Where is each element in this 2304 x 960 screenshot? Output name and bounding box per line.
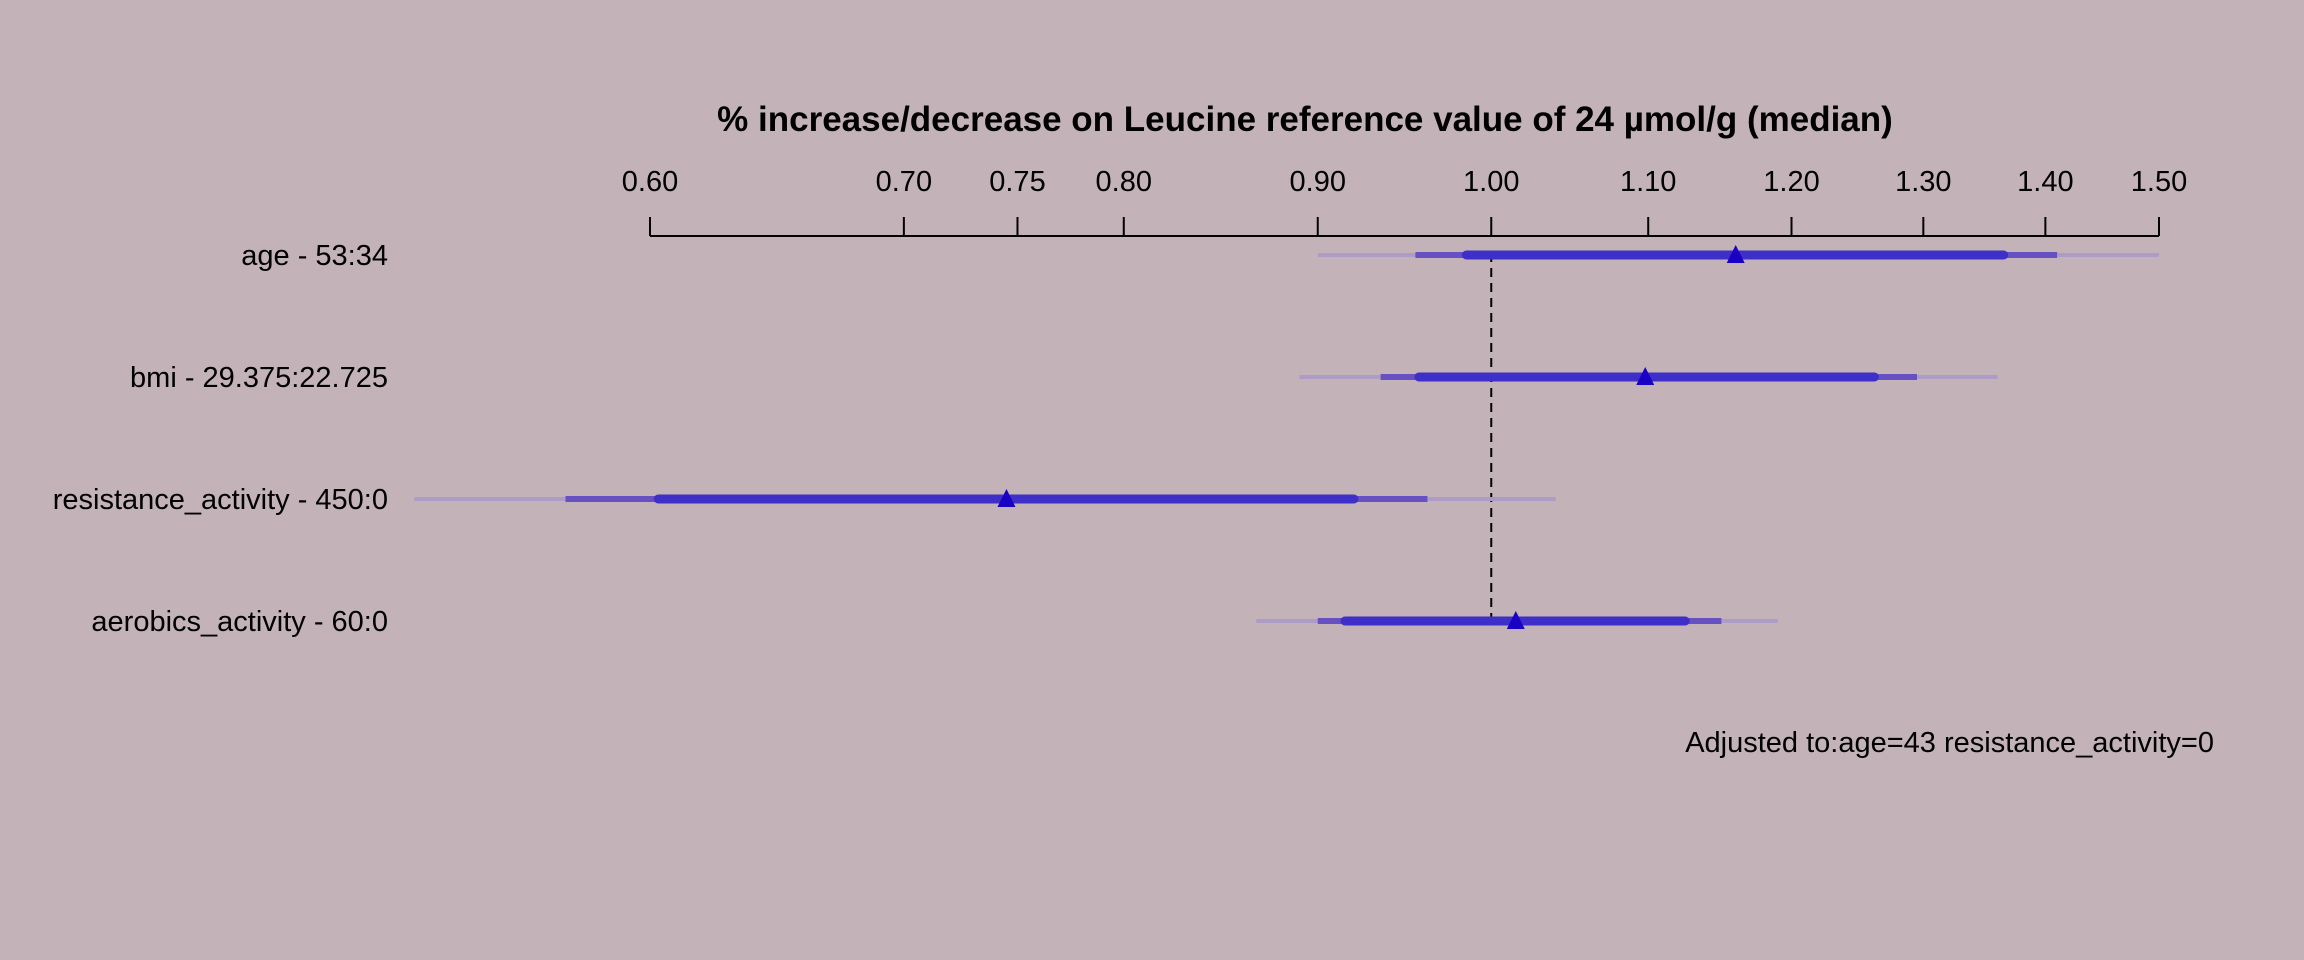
row-label: bmi - 29.375:22.725: [130, 362, 388, 394]
estimate-marker: [1636, 367, 1655, 385]
row: bmi - 29.375:22.725: [130, 362, 1998, 394]
x-tick-label: 1.50: [2131, 166, 2187, 198]
row: age - 53:34: [241, 240, 2159, 272]
x-tick-label: 1.00: [1463, 166, 1519, 198]
x-tick-label: 1.40: [2017, 166, 2073, 198]
x-tick-label: 1.20: [1763, 166, 1819, 198]
x-tick-label: 0.90: [1290, 166, 1346, 198]
row: aerobics_activity - 60:0: [91, 606, 1778, 638]
estimate-marker: [997, 489, 1016, 507]
adjustment-note: Adjusted to:age=43 resistance_activity=0: [1685, 727, 2214, 759]
estimate-marker: [1726, 245, 1745, 263]
x-axis: 0.60 0.70 0.75 0.80 0.90 1.00 1.10 1.20 1.30 1.40…: [622, 166, 2187, 237]
x-tick-label: 0.70: [876, 166, 932, 198]
row-label: age - 53:34: [241, 240, 388, 272]
estimate-marker: [1506, 611, 1525, 629]
x-tick-label: 0.60: [622, 166, 678, 198]
chart-title: % increase/decrease on Leucine reference…: [717, 100, 1893, 139]
row-label: aerobics_activity - 60:0: [91, 606, 388, 638]
x-tick-label: 1.30: [1895, 166, 1951, 198]
row-label: resistance_activity - 450:0: [53, 484, 388, 516]
x-tick-label: 0.75: [989, 166, 1045, 198]
x-tick-label: 1.10: [1620, 166, 1676, 198]
rows-group: age - 53:34 bmi - 29.375:22.725 resistance…: [53, 240, 2159, 638]
x-tick-label: 0.80: [1096, 166, 1152, 198]
row: resistance_activity - 450:0: [53, 484, 1556, 516]
